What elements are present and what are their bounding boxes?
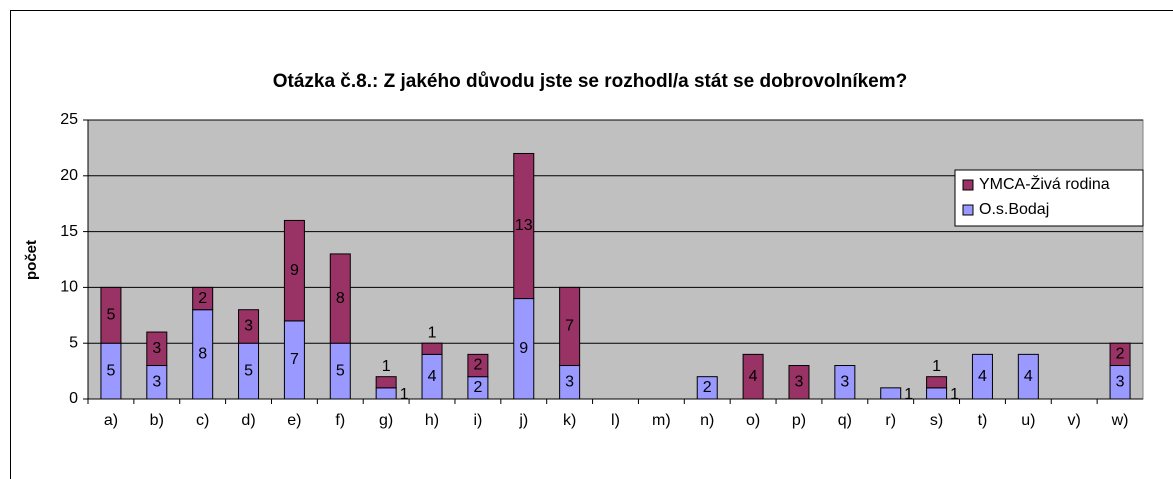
data-label: 9	[519, 340, 528, 357]
x-tick-label: c)	[196, 412, 209, 429]
bar-segment	[926, 387, 948, 400]
data-label: 7	[565, 318, 574, 335]
legend-label: YMCA-Živá rodina	[979, 174, 1110, 193]
bar-segment	[1017, 353, 1039, 400]
bar-segment	[559, 286, 581, 367]
data-label: 4	[749, 368, 758, 385]
data-label: 2	[198, 290, 207, 307]
x-tick-label: l)	[611, 412, 620, 429]
data-label: 4	[428, 368, 437, 385]
y-tick-label: 5	[69, 334, 78, 351]
bar-segment	[1109, 342, 1131, 367]
bar-segment	[696, 376, 718, 400]
bar-segment	[788, 365, 810, 400]
data-label: 1	[400, 386, 409, 403]
x-tick-label: j)	[518, 412, 528, 429]
bar-segment	[283, 219, 305, 322]
legend-swatch	[962, 204, 974, 216]
x-tick-label: f)	[335, 412, 345, 429]
x-tick-label: p)	[792, 412, 806, 429]
data-label: 5	[244, 362, 253, 379]
data-label: 5	[106, 307, 115, 324]
data-label: 8	[198, 346, 207, 363]
data-label: 2	[1116, 346, 1125, 363]
bar-segment	[329, 253, 351, 344]
data-label: 3	[152, 373, 161, 390]
y-axis-label: počet	[23, 240, 40, 280]
x-tick-label: h)	[425, 412, 439, 429]
data-label: 3	[244, 318, 253, 335]
data-label: 2	[703, 379, 712, 396]
bar-segment	[238, 309, 260, 344]
data-label: 4	[1024, 368, 1033, 385]
data-label: 1	[950, 386, 959, 403]
data-label: 1	[382, 358, 391, 375]
data-label: 1	[904, 386, 913, 403]
bar-segment	[834, 365, 856, 400]
plot-area	[87, 119, 1144, 400]
x-tick-label: v)	[1068, 412, 1081, 429]
x-tick-label: g)	[379, 412, 393, 429]
y-tick-label: 10	[60, 279, 78, 296]
x-tick-label: w)	[1111, 412, 1129, 429]
data-label: 1	[932, 358, 941, 375]
bar-segment	[100, 286, 122, 344]
x-tick-label: m)	[652, 412, 671, 429]
x-tick-label: e)	[287, 412, 301, 429]
bar-segment	[192, 286, 214, 311]
data-label: 3	[152, 340, 161, 357]
data-label: 4	[978, 368, 987, 385]
x-tick-label: u)	[1021, 412, 1035, 429]
x-tick-label: d)	[241, 412, 255, 429]
bar-segment	[375, 376, 397, 389]
y-tick-label: 15	[60, 223, 78, 240]
data-label: 3	[795, 373, 804, 390]
data-label: 3	[840, 373, 849, 390]
data-label: 3	[1116, 373, 1125, 390]
legend-swatch	[962, 179, 974, 191]
bar-segment	[880, 387, 902, 400]
x-tick-label: k)	[563, 412, 576, 429]
x-tick-label: q)	[838, 412, 852, 429]
data-label: 3	[565, 373, 574, 390]
bar-segment	[513, 152, 535, 300]
x-tick-label: n)	[700, 412, 714, 429]
data-label: 5	[106, 362, 115, 379]
bar-segment	[926, 376, 948, 389]
x-tick-label: i)	[473, 412, 482, 429]
bar-segment	[971, 353, 993, 400]
y-tick-label: 20	[60, 167, 78, 184]
x-tick-label: o)	[746, 412, 760, 429]
chart-title: Otázka č.8.: Z jakého důvodu jste se roz…	[273, 71, 908, 92]
data-label: 5	[336, 362, 345, 379]
bar-segment	[421, 342, 443, 355]
bar-segment	[146, 331, 168, 367]
bar-segment	[742, 353, 764, 400]
x-tick-label: t)	[978, 412, 988, 429]
x-tick-label: a)	[104, 412, 118, 429]
y-tick-label: 25	[60, 111, 78, 128]
data-label: 8	[336, 290, 345, 307]
x-tick-label: s)	[930, 412, 943, 429]
x-tick-label: b)	[150, 412, 164, 429]
legend-box	[954, 169, 1144, 227]
bar-segment	[375, 387, 397, 400]
data-label: 7	[290, 351, 299, 368]
data-label: 2	[473, 357, 482, 374]
data-label: 13	[515, 217, 533, 234]
data-label: 9	[290, 262, 299, 279]
legend-label: O.s.Bodaj	[979, 201, 1049, 218]
bar-segment	[467, 353, 489, 378]
x-tick-label: r)	[885, 412, 896, 429]
y-tick-label: 0	[69, 390, 78, 407]
data-label: 2	[473, 379, 482, 396]
data-label: 1	[428, 324, 437, 341]
